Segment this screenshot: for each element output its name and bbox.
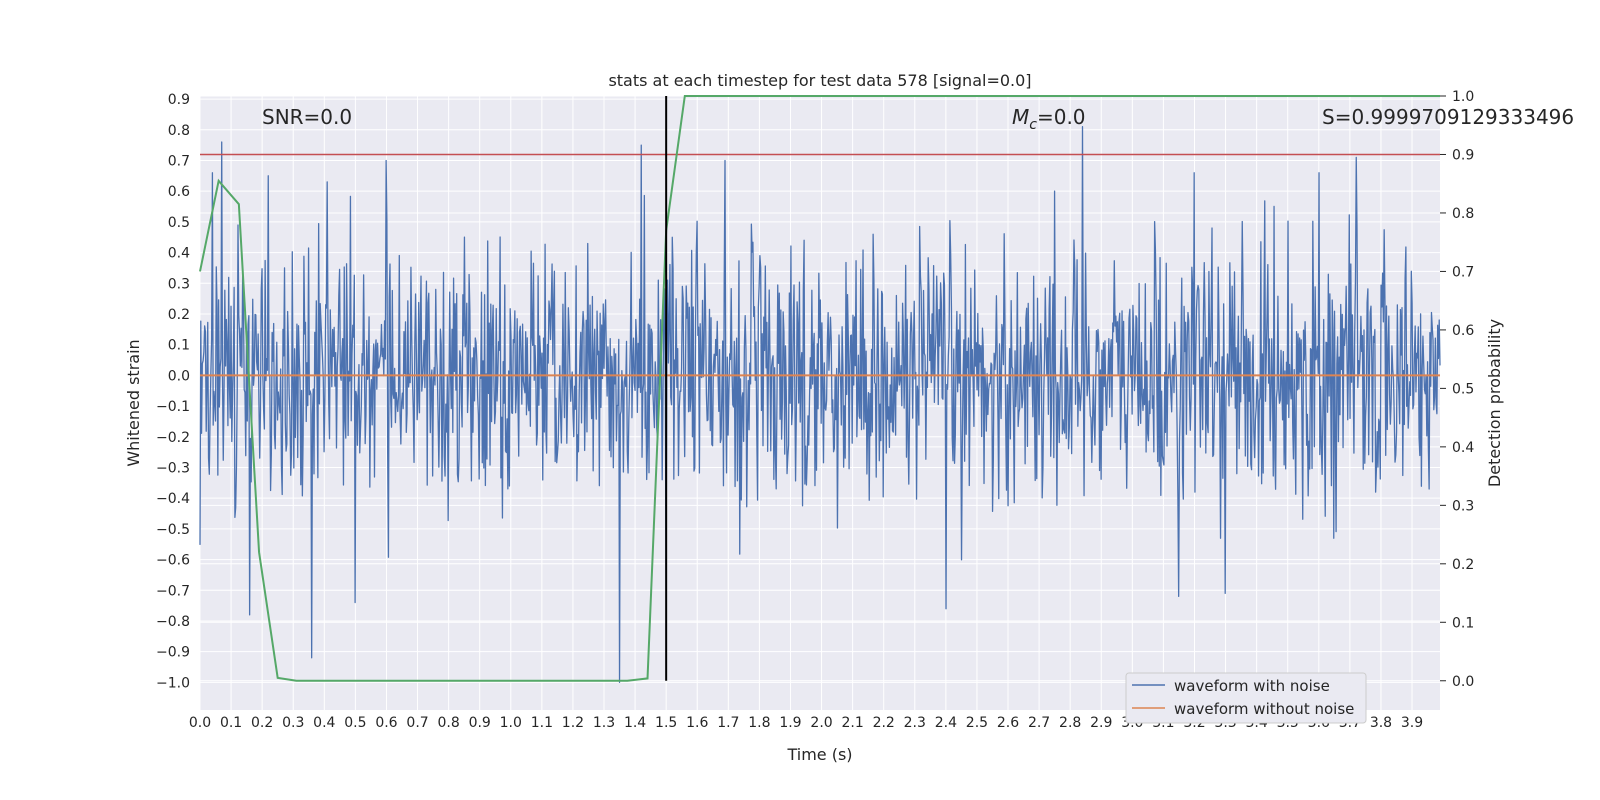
y2-tick-label: 1.0 <box>1452 89 1474 105</box>
x-tick-label: 3.9 <box>1401 715 1423 731</box>
legend-box <box>1125 672 1367 724</box>
y-tick-label: 0.7 <box>168 153 190 169</box>
x-tick-label: 0.0 <box>189 715 211 731</box>
x-tick-label: 1.4 <box>624 715 646 731</box>
x-tick-label: 2.6 <box>997 715 1019 731</box>
y-tick-label: −0.3 <box>156 460 190 476</box>
x-tick-label: 2.8 <box>1059 715 1081 731</box>
y-tick-label: −0.1 <box>156 399 190 415</box>
x-tick-label: 1.3 <box>593 715 615 731</box>
y-tick-label: −0.9 <box>156 645 190 661</box>
y-tick-label: 0.3 <box>168 276 190 292</box>
y-axis-label: Whitened strain <box>124 339 143 466</box>
x-tick-label: 2.3 <box>904 715 926 731</box>
y-tick-label: −0.4 <box>156 491 190 507</box>
x-tick-label: 2.4 <box>935 715 957 731</box>
y2-axis-label: Detection probability <box>1485 319 1504 487</box>
x-tick-label: 2.2 <box>873 715 895 731</box>
y2-tick-label: 0.4 <box>1452 440 1474 456</box>
y2-tick-label: 0.9 <box>1452 147 1474 163</box>
chirp-mass-value: =0.0 <box>1037 105 1086 129</box>
chirp-mass-subscript: c <box>1029 117 1037 133</box>
y-tick-label: −0.2 <box>156 430 190 446</box>
x-tick-label: 0.9 <box>469 715 491 731</box>
y-tick-label: 0.1 <box>168 338 190 354</box>
x-tick-label: 1.0 <box>500 715 522 731</box>
x-tick-label: 0.4 <box>313 715 335 731</box>
x-tick-label: 1.7 <box>717 715 739 731</box>
y-tick-label: 0.8 <box>168 123 190 139</box>
x-tick-label: 2.1 <box>841 715 863 731</box>
y2-tick-label: 0.6 <box>1452 323 1474 339</box>
chirp-mass-symbol: M <box>1012 105 1029 129</box>
x-tick-label: 1.8 <box>748 715 770 731</box>
y2-tick-label: 0.0 <box>1452 674 1474 690</box>
plot-area <box>199 95 1441 710</box>
legend-label-waveform-without-noise: waveform without noise <box>1174 700 1354 718</box>
legend: waveform with noise waveform without noi… <box>1125 672 1367 724</box>
y2-tick-label: 0.5 <box>1452 381 1474 397</box>
y-tick-label: −0.8 <box>156 614 190 630</box>
x-tick-label: 2.5 <box>966 715 988 731</box>
x-tick-label: 0.7 <box>406 715 428 731</box>
x-tick-label: 2.7 <box>1028 715 1050 731</box>
x-tick-label: 0.8 <box>437 715 459 731</box>
s-annotation: S=0.9999709129333496 <box>1322 105 1574 129</box>
x-tick-label: 0.5 <box>344 715 366 731</box>
x-tick-label: 2.9 <box>1090 715 1112 731</box>
y2-tick-label: 0.7 <box>1452 264 1474 280</box>
x-axis-label: Time (s) <box>786 745 852 764</box>
y2-tick-label: 0.2 <box>1452 557 1474 573</box>
x-tick-label: 1.9 <box>779 715 801 731</box>
y-tick-label: −0.7 <box>156 583 190 599</box>
y-tick-label: 0.4 <box>168 246 190 262</box>
y2-tick-label: 0.1 <box>1452 615 1474 631</box>
x-tick-label: 0.2 <box>251 715 273 731</box>
y-tick-label: 0.6 <box>168 184 190 200</box>
y2-tick-label: 0.8 <box>1452 206 1474 222</box>
x-tick-label: 0.3 <box>282 715 304 731</box>
chart-title: stats at each timestep for test data 578… <box>608 71 1031 90</box>
x-tick-label: 1.2 <box>562 715 584 731</box>
series-detection-probability <box>199 95 1440 682</box>
y2-axis-ticks: 1.0 0.9 0.8 0.7 0.6 0.5 0.4 0.3 0.2 0.1 0.0 <box>1440 89 1474 690</box>
y-tick-label: 0.2 <box>168 307 190 323</box>
y-tick-label: −0.6 <box>156 553 190 569</box>
y-tick-label: 0.5 <box>168 215 190 231</box>
y-tick-label: 0.9 <box>168 92 190 108</box>
y-tick-label: 0.0 <box>168 368 190 384</box>
x-tick-label: 1.1 <box>531 715 553 731</box>
x-tick-label: 0.6 <box>375 715 397 731</box>
series-waveform-with-noise <box>199 126 1441 684</box>
chirp-mass-annotation: Mc=0.0 <box>1012 105 1086 133</box>
y-axis-ticks: 0.9 0.8 0.7 0.6 0.5 0.4 0.3 0.2 0.1 0.0 −0.1 −0.2 −0… <box>156 92 190 691</box>
y-tick-label: −1.0 <box>156 675 190 691</box>
x-tick-label: 1.6 <box>686 715 708 731</box>
x-tick-label: 2.0 <box>810 715 832 731</box>
y-tick-label: −0.5 <box>156 522 190 538</box>
snr-annotation: SNR=0.0 <box>262 105 352 129</box>
x-tick-label: 3.8 <box>1370 715 1392 731</box>
x-tick-label: 0.1 <box>220 715 242 731</box>
x-tick-label: 1.5 <box>655 715 677 731</box>
legend-label-waveform-with-noise: waveform with noise <box>1174 677 1330 695</box>
series-layer <box>199 95 1441 684</box>
y2-tick-label: 0.3 <box>1452 498 1474 514</box>
